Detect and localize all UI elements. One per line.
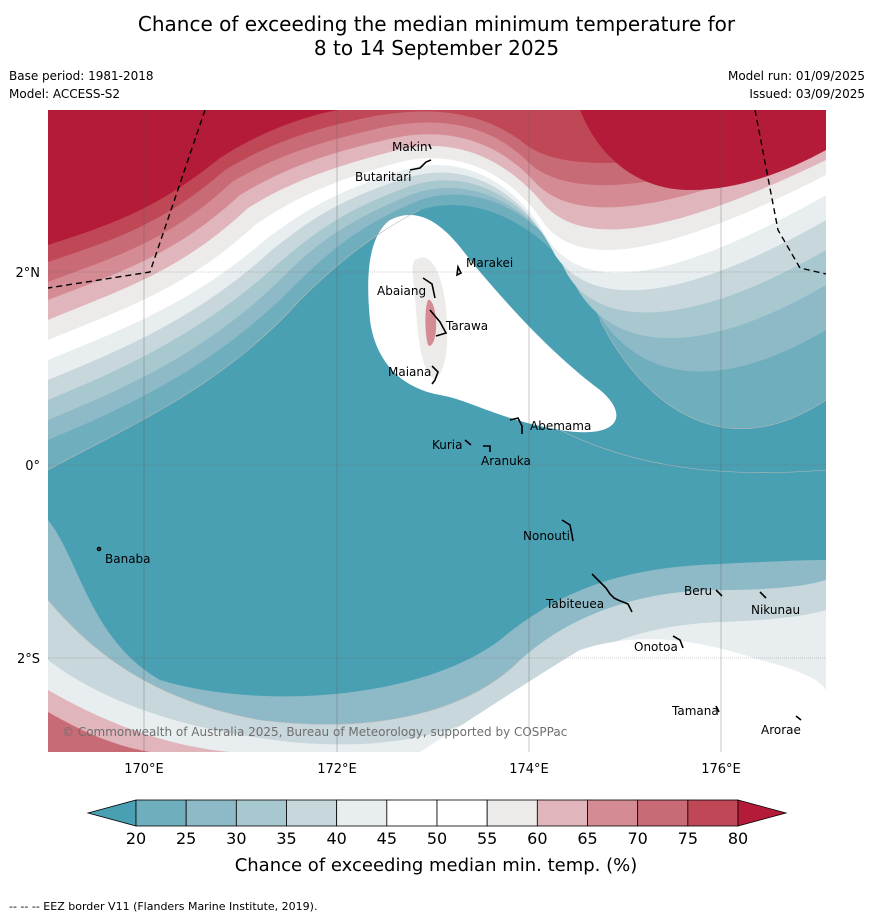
label-arorae: Arorae <box>761 723 801 737</box>
axis-labels: 170°E 172°E 174°E 176°E 2°N 0° 2°S <box>16 266 741 777</box>
label-tamana: Tamana <box>671 704 719 718</box>
colorbar-tick-label: 50 <box>427 829 447 848</box>
label-aranuka: Aranuka <box>481 454 531 468</box>
island-marakei <box>456 264 463 277</box>
island-butaritari <box>409 159 432 171</box>
colorbar-tick-label: 20 <box>126 829 146 848</box>
colorbar-segment <box>286 799 338 827</box>
field-band-80-northwest <box>48 110 340 245</box>
lon-label-172e: 172°E <box>317 762 357 777</box>
colorbar-extend-high <box>737 799 788 827</box>
island-outlines <box>96 143 802 721</box>
island-banaba <box>96 546 102 552</box>
eez-border <box>48 110 826 289</box>
label-kuria: Kuria <box>432 438 463 452</box>
lat-label-2n: 2°N <box>16 266 41 281</box>
label-makin: Makin <box>392 140 428 154</box>
eez-border-east <box>754 110 826 275</box>
colorbar-segment <box>135 799 187 827</box>
island-maiana <box>431 365 439 385</box>
copyright-notice: © Commonwealth of Australia 2025, Bureau… <box>62 725 567 739</box>
island-arorae <box>795 715 802 721</box>
colorbar-segment <box>587 799 639 827</box>
label-abaiang: Abaiang <box>377 284 426 298</box>
colorbar-title: Chance of exceeding median min. temp. (%… <box>235 855 638 876</box>
lon-label-176e: 176°E <box>701 762 741 777</box>
footer-note: -- -- -- EEZ border V11 (Flanders Marine… <box>9 900 318 913</box>
field-band-70-tarawa <box>425 299 437 346</box>
colorbar-segment <box>536 799 588 827</box>
colorbar-segment <box>185 799 237 827</box>
colorbar-tick-label: 40 <box>326 829 346 848</box>
island-tabiteuea <box>591 573 633 613</box>
island-abemama <box>509 417 523 434</box>
label-onotoa: Onotoa <box>634 640 678 654</box>
colorbar-segment <box>436 799 488 827</box>
label-nikunau: Nikunau <box>751 603 800 617</box>
colorbar-segment <box>336 799 388 827</box>
colorbar-tick-label: 35 <box>276 829 296 848</box>
meta-left: Base period: 1981-2018 Model: ACCESS-S2 <box>9 67 154 103</box>
model-name: Model: ACCESS-S2 <box>9 87 121 101</box>
colorbar-segment <box>486 799 538 827</box>
colorbar-tick-label: 75 <box>678 829 698 848</box>
field-band-75-south <box>48 712 150 752</box>
island-makin <box>428 143 432 150</box>
colorbar-tick-label: 45 <box>377 829 397 848</box>
island-nikunau <box>759 591 767 599</box>
colorbar-tick-label: 60 <box>527 829 547 848</box>
island-abaiang <box>422 277 436 299</box>
issued-date: Issued: 03/09/2025 <box>749 87 865 101</box>
lon-label-174e: 174°E <box>509 762 549 777</box>
island-tamana <box>715 705 720 713</box>
label-abemama: Abemama <box>530 419 591 433</box>
lat-label-2s: 2°S <box>17 652 40 667</box>
map-title: Chance of exceeding the median minimum t… <box>0 12 873 60</box>
graticule <box>48 110 826 752</box>
meta-right: Model run: 01/09/2025 Issued: 03/09/2025 <box>728 67 865 103</box>
colorbar-extend-low <box>86 799 137 827</box>
label-beru: Beru <box>684 584 712 598</box>
model-run: Model run: 01/09/2025 <box>727 69 865 83</box>
island-onotoa <box>672 635 684 649</box>
colorbar-segment <box>386 799 438 827</box>
label-butaritari: Butaritari <box>355 170 412 184</box>
eez-border-west <box>48 110 206 289</box>
island-aranuka <box>483 445 491 452</box>
colorbar-tick-label: 25 <box>176 829 196 848</box>
base-period: Base period: 1981-2018 <box>9 69 154 83</box>
island-tarawa <box>429 309 448 337</box>
probability-field: Makin Butaritari Marakei Abaiang Tarawa … <box>48 110 826 752</box>
island-nonouti <box>561 519 574 542</box>
colorbar-segment <box>637 799 689 827</box>
label-banaba: Banaba <box>105 552 151 566</box>
label-maiana: Maiana <box>388 365 431 379</box>
island-kuria <box>464 439 472 446</box>
title-line-2: 8 to 14 September 2025 <box>313 36 560 60</box>
colorbar-tick-label: 30 <box>226 829 246 848</box>
colorbar-segment <box>235 799 287 827</box>
label-marakei: Marakei <box>466 256 513 270</box>
colorbar-tick-label: 65 <box>577 829 597 848</box>
lon-label-170e: 170°E <box>124 762 164 777</box>
place-labels: Makin Butaritari Marakei Abaiang Tarawa … <box>105 140 801 737</box>
lat-label-0: 0° <box>25 459 40 474</box>
colorbar-tick-label: 70 <box>627 829 647 848</box>
title-line-1: Chance of exceeding the median minimum t… <box>137 12 736 36</box>
colorbar: 20 25 30 35 40 45 50 55 60 65 70 75 80 <box>86 799 788 848</box>
field-band-80-northeast <box>580 110 826 190</box>
field-band-50-south <box>420 639 826 752</box>
island-beru <box>715 589 723 597</box>
label-nonouti: Nonouti <box>523 529 570 543</box>
colorbar-tick-label: 55 <box>477 829 497 848</box>
label-tabiteuea: Tabiteuea <box>545 597 604 611</box>
label-tarawa: Tarawa <box>445 319 488 333</box>
colorbar-tick-label: 80 <box>728 829 748 848</box>
colorbar-segment <box>687 799 739 827</box>
